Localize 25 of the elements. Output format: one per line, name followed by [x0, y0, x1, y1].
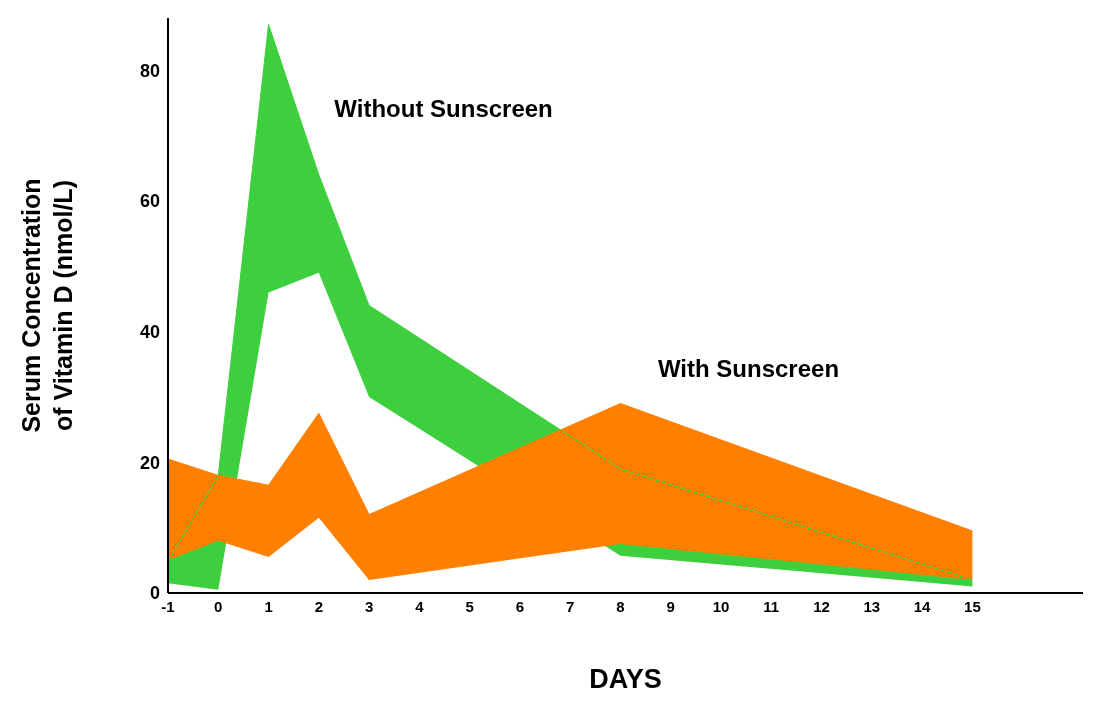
series-label: With Sunscreen — [657, 354, 840, 382]
x-tick-label: 11 — [763, 597, 780, 615]
x-tick-label: 15 — [964, 597, 981, 615]
y-tick-label: 20 — [139, 452, 160, 473]
x-tick-label: -1 — [161, 597, 175, 615]
x-tick-label: 2 — [314, 597, 323, 615]
x-tick-label: 5 — [465, 597, 474, 615]
x-tick-label: 1 — [264, 597, 273, 615]
x-tick-label: 3 — [364, 597, 374, 615]
series-label: Without Sunscreen — [334, 94, 553, 122]
x-tick-label: 4 — [415, 597, 425, 615]
y-axis-title: Serum Concentration of Vitamin D (nmol/L) — [17, 178, 77, 433]
x-tick-label: 6 — [515, 597, 525, 615]
x-tick-label: 10 — [712, 597, 730, 615]
y-tick-label: 60 — [139, 191, 160, 212]
y-tick-label: 80 — [139, 60, 160, 81]
x-tick-label: 9 — [666, 597, 675, 615]
y-tick-label: 40 — [139, 322, 160, 343]
x-tick-label: 12 — [813, 597, 830, 615]
x-tick-label: 8 — [616, 597, 625, 615]
x-tick-label: 0 — [214, 597, 223, 615]
x-axis-title: DAYS — [589, 664, 662, 694]
x-tick-label: 14 — [913, 597, 932, 615]
x-tick-label: 13 — [863, 597, 881, 615]
x-tick-label: 7 — [566, 597, 575, 615]
